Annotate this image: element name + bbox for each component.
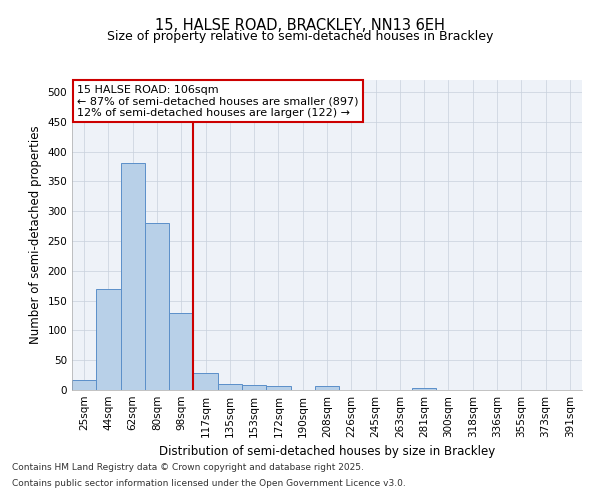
Bar xyxy=(218,384,242,390)
X-axis label: Distribution of semi-detached houses by size in Brackley: Distribution of semi-detached houses by … xyxy=(159,446,495,458)
Text: 15 HALSE ROAD: 106sqm
← 87% of semi-detached houses are smaller (897)
12% of sem: 15 HALSE ROAD: 106sqm ← 87% of semi-deta… xyxy=(77,84,359,118)
Bar xyxy=(266,386,290,390)
Bar xyxy=(121,164,145,390)
Bar xyxy=(96,288,121,390)
Bar xyxy=(412,388,436,390)
Bar xyxy=(193,374,218,390)
Bar xyxy=(169,312,193,390)
Bar xyxy=(72,380,96,390)
Bar xyxy=(315,386,339,390)
Text: Contains HM Land Registry data © Crown copyright and database right 2025.: Contains HM Land Registry data © Crown c… xyxy=(12,464,364,472)
Bar xyxy=(242,384,266,390)
Y-axis label: Number of semi-detached properties: Number of semi-detached properties xyxy=(29,126,42,344)
Text: Size of property relative to semi-detached houses in Brackley: Size of property relative to semi-detach… xyxy=(107,30,493,43)
Text: 15, HALSE ROAD, BRACKLEY, NN13 6EH: 15, HALSE ROAD, BRACKLEY, NN13 6EH xyxy=(155,18,445,32)
Bar xyxy=(145,223,169,390)
Text: Contains public sector information licensed under the Open Government Licence v3: Contains public sector information licen… xyxy=(12,478,406,488)
